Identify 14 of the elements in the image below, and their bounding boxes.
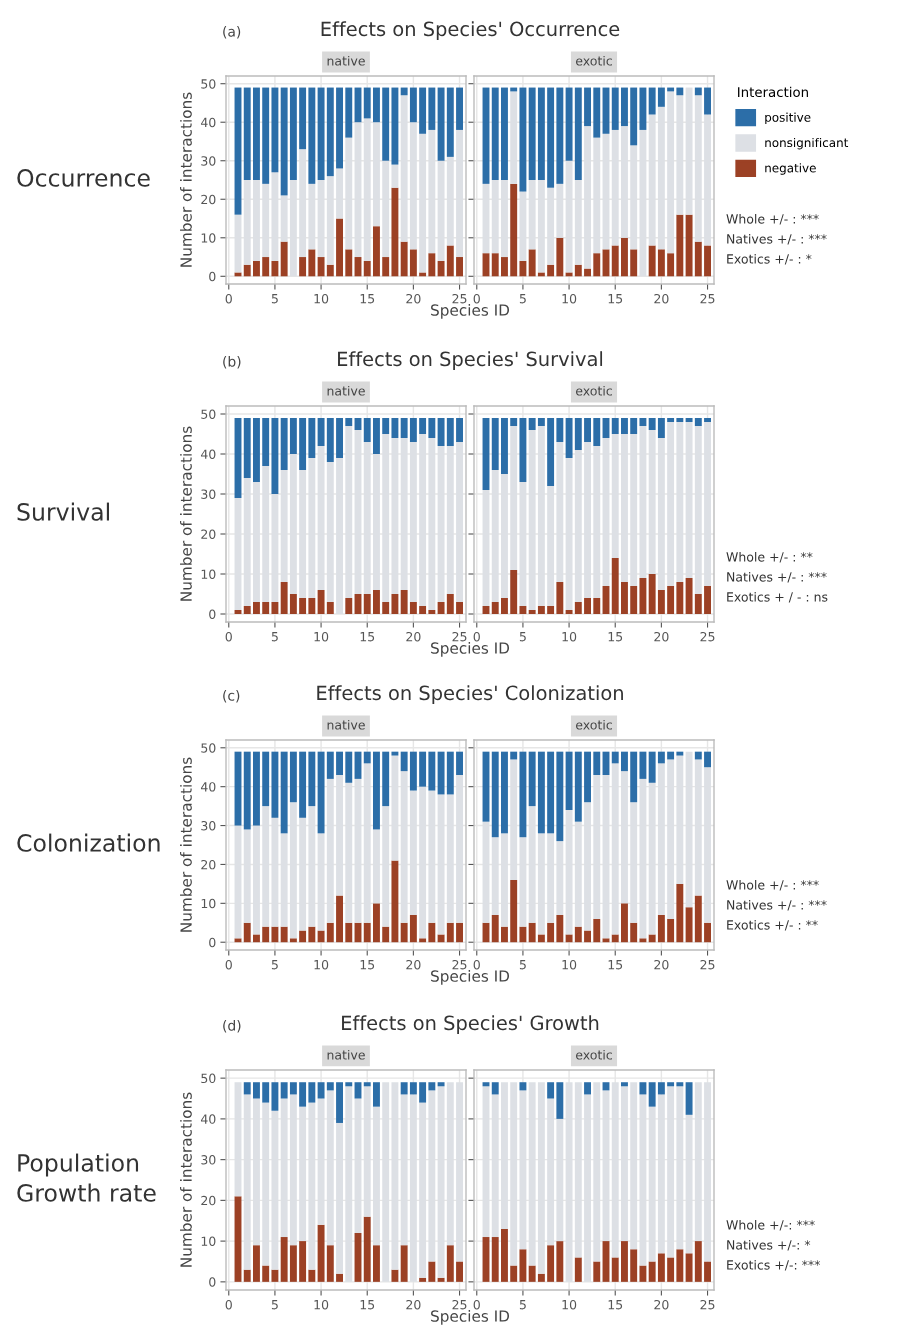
bar: [519, 1082, 527, 1091]
bar: [299, 257, 307, 277]
chart-title: Effects on Species' Colonization: [317, 685, 623, 704]
chart-title: Effects on Species' Growth: [342, 1015, 599, 1034]
bar: [574, 1257, 582, 1282]
chart-title: Effects on Species' Occurrence: [321, 21, 620, 40]
bar: [491, 1082, 499, 1095]
text: Occurrence: [17, 168, 150, 187]
text: Survival: [17, 502, 109, 521]
text: Population Growth rate: [17, 1153, 156, 1202]
chart-title: Effects on Species' Survival: [338, 351, 603, 370]
text: Colonization: [17, 833, 160, 852]
bar: [584, 1082, 591, 1095]
bar: [345, 598, 353, 614]
